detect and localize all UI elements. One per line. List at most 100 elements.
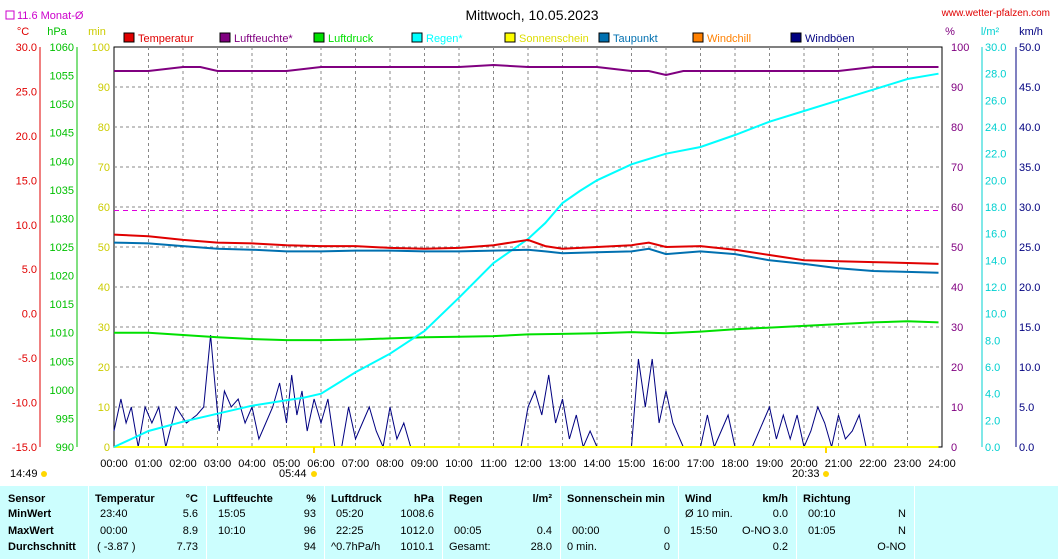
time-tick-label: 02:00 xyxy=(169,458,197,470)
temperature-max-time: 00:00 xyxy=(100,525,128,537)
legend-label: Windböen xyxy=(805,33,855,45)
sunshine-total-label: 0 min. xyxy=(567,541,597,553)
time-tick-label: 07:00 xyxy=(342,458,370,470)
temp-tick-label: -15.0 xyxy=(12,442,37,454)
pressure-tick-label: 1015 xyxy=(50,299,74,311)
sunshine-unit-label: min xyxy=(88,26,106,38)
rain-total-value: 28.0 xyxy=(530,541,552,553)
rain-max-value: 0.4 xyxy=(536,525,552,537)
rain-total-label: Gesamt: xyxy=(449,541,491,553)
pressure-min-value: 1008.6 xyxy=(400,508,434,520)
pressure-tick-label: 1010 xyxy=(50,328,74,340)
time-tick-label: 17:00 xyxy=(687,458,715,470)
temp-tick-label: 20.0 xyxy=(16,131,37,143)
pressure-unit: hPa xyxy=(413,493,434,505)
sunshine-tick-label: 80 xyxy=(98,122,110,134)
temp-unit-label: °C xyxy=(17,26,29,38)
sensor-header: Sensor xyxy=(8,493,46,505)
rain-tick-label: 22.0 xyxy=(985,149,1006,161)
monthly-avg-label: 11.6 Monat-Ø xyxy=(17,10,84,22)
direction-max-time: 01:05 xyxy=(808,525,836,537)
time-tick-label: 14:00 xyxy=(583,458,611,470)
time-tick-label: 08:00 xyxy=(376,458,404,470)
time-tick-label: 00:00 xyxy=(100,458,128,470)
pressure-tick-label: 1055 xyxy=(50,71,74,83)
time-tick-label: 01:00 xyxy=(135,458,163,470)
sunshine-tick-label: 30 xyxy=(98,322,110,334)
pressure-tick-label: 1005 xyxy=(50,356,74,368)
legend-label: Temperatur xyxy=(138,33,194,45)
time-tick-label: 18:00 xyxy=(721,458,749,470)
time-tick-label: 10:00 xyxy=(445,458,473,470)
rain-tick-label: 0.0 xyxy=(985,442,1000,454)
monthly-avg-marker xyxy=(5,10,15,20)
pressure-header: Luftdruck xyxy=(331,493,382,505)
wind-max-time: 15:50 xyxy=(690,525,718,537)
sun-icon xyxy=(41,471,47,477)
time-tick-label: 20:00 xyxy=(790,458,818,470)
time-tick-label: 12:00 xyxy=(514,458,542,470)
legend-swatch xyxy=(504,32,516,43)
website-label: www.wetter-pfalzen.com xyxy=(941,8,1050,19)
rain-tick-label: 2.0 xyxy=(985,415,1000,427)
time-tick-label: 05:00 xyxy=(273,458,301,470)
pressure-tick-label: 1060 xyxy=(50,42,74,54)
row-label-avg: Durchschnitt xyxy=(8,541,76,553)
row-label-min: MinWert xyxy=(8,508,52,520)
stats-divider xyxy=(796,486,797,559)
temperature-min-value: 5.6 xyxy=(182,508,198,520)
stats-divider xyxy=(914,486,915,559)
temperature-avg-note: ( -3.87 ) xyxy=(97,541,136,553)
stats-col-pressure: Luftdruck hPa 05:20 1008.6 22:25 1012.0 … xyxy=(325,486,442,559)
pressure-avg-value: 1010.1 xyxy=(400,541,434,553)
rain-unit: l/m² xyxy=(532,493,552,505)
humidity-tick-label: 100 xyxy=(951,42,969,54)
time-tick-label: 09:00 xyxy=(411,458,439,470)
temperature-min-time: 23:40 xyxy=(100,508,128,520)
legend-label: Luftfeuchte* xyxy=(234,33,293,45)
stats-col-wind: Wind km/h Ø 10 min. 0.0 15:50 O-NO 3.0 0… xyxy=(679,486,796,559)
temp-tick-label: 5.0 xyxy=(22,264,37,276)
sunshine-tick-label: 20 xyxy=(98,362,110,374)
rain-tick-label: 12.0 xyxy=(985,282,1006,294)
legend-swatch xyxy=(313,32,325,43)
humidity-tick-label: 60 xyxy=(951,202,963,214)
stats-col-temperature: Temperatur °C 23:40 5.6 00:00 8.9 ( -3.8… xyxy=(89,486,206,559)
rain-tick-label: 16.0 xyxy=(985,229,1006,241)
temp-tick-label: 15.0 xyxy=(16,175,37,187)
pressure-trend: ^0.7hPa/h xyxy=(331,541,381,553)
time-tick-label: 22:00 xyxy=(859,458,887,470)
row-label-max: MaxWert xyxy=(8,525,54,537)
humidity-tick-label: 30 xyxy=(951,322,963,334)
pressure-max-value: 1012.0 xyxy=(400,525,434,537)
rain-tick-label: 4.0 xyxy=(985,389,1000,401)
humidity-tick-label: 20 xyxy=(951,362,963,374)
stats-divider xyxy=(324,486,325,559)
weather-chart: 30.0 25.0 20.0 15.0 10.0 5.0 0.0 -5.0 -10.0 -15.0… xyxy=(5,7,1050,480)
rain-tick-label: 20.0 xyxy=(985,175,1006,187)
direction-min-time: 00:10 xyxy=(808,508,836,520)
pressure-tick-label: 1000 xyxy=(50,385,74,397)
pressure-tick-label: 990 xyxy=(56,442,74,454)
timezone-label: 14:49 xyxy=(10,468,38,480)
wind-tick-label: 45.0 xyxy=(1019,82,1040,94)
humidity-tick-label: 50 xyxy=(951,242,963,254)
wind-tick-label: 35.0 xyxy=(1019,162,1040,174)
temp-tick-label: 0.0 xyxy=(22,309,37,321)
wind-tick-label: 0.0 xyxy=(1019,442,1034,454)
pressure-tick-label: 995 xyxy=(56,413,74,425)
rain-tick-label: 30.0 xyxy=(985,42,1006,54)
pressure-unit-label: hPa xyxy=(47,26,67,38)
time-tick-label: 06:00 xyxy=(307,458,335,470)
legend-label: Taupunkt xyxy=(613,33,658,45)
sunshine-tick-label: 100 xyxy=(92,42,110,54)
rain-tick-label: 24.0 xyxy=(985,122,1006,134)
stats-col-direction: Richtung 00:10 N 01:05 N O-NO xyxy=(797,486,914,559)
wind-tick-label: 20.0 xyxy=(1019,282,1040,294)
pressure-tick-label: 1025 xyxy=(50,242,74,254)
time-tick-label: 11:00 xyxy=(480,458,507,470)
humidity-tick-label: 70 xyxy=(951,162,963,174)
rain-tick-label: 28.0 xyxy=(985,69,1006,81)
direction-max-value: N xyxy=(898,525,906,537)
temperature-unit: °C xyxy=(185,493,198,505)
